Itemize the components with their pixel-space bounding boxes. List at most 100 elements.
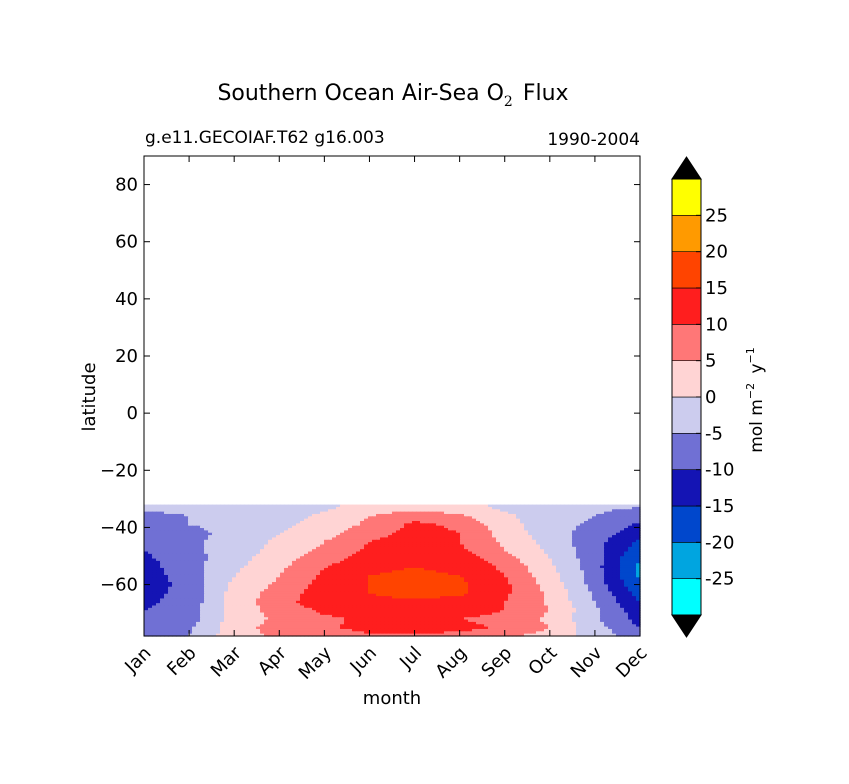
contour-cell	[556, 553, 561, 557]
contour-cell	[172, 558, 177, 562]
contour-cell	[200, 530, 205, 534]
contour-cell	[432, 528, 437, 531]
contour-cell	[612, 572, 617, 576]
contour-cell	[568, 584, 573, 588]
contour-cell	[196, 518, 201, 522]
contour-cell	[372, 596, 377, 600]
contour-cell	[456, 593, 461, 597]
contour-cell	[240, 570, 245, 574]
contour-cell	[628, 567, 633, 571]
contour-cell	[164, 518, 169, 522]
contour-cell	[428, 546, 433, 550]
contour-cell	[604, 506, 609, 510]
contour-cell	[280, 579, 285, 583]
contour-cell	[608, 525, 613, 529]
contour-cell	[268, 516, 273, 520]
contour-cell	[436, 539, 441, 543]
contour-cell	[176, 593, 181, 597]
contour-cell	[388, 544, 393, 548]
contour-cell	[592, 572, 597, 576]
contour-cell	[456, 518, 461, 522]
contour-cell	[584, 523, 589, 527]
contour-cell	[272, 521, 277, 524]
contour-cell	[252, 589, 257, 593]
contour-cell	[500, 518, 505, 522]
contour-cell	[548, 542, 553, 546]
contour-cell	[268, 544, 273, 548]
contour-cell	[212, 586, 217, 590]
contour-cell	[316, 577, 321, 581]
contour-cell	[292, 513, 297, 517]
contour-cell	[616, 506, 621, 510]
contour-cell	[452, 525, 457, 529]
contour-cell	[456, 525, 461, 529]
contour-cell	[228, 539, 233, 543]
contour-cell	[552, 535, 557, 539]
contour-cell	[228, 511, 233, 515]
contour-cell	[488, 544, 493, 548]
contour-cell	[548, 567, 553, 571]
contour-cell	[372, 511, 377, 515]
contour-cell	[604, 504, 609, 508]
contour-cell	[628, 574, 633, 578]
contour-cell	[448, 582, 453, 585]
contour-cell	[492, 553, 497, 557]
contour-cell	[356, 532, 361, 536]
contour-cell	[376, 586, 381, 590]
contour-cell	[212, 558, 217, 562]
contour-cell	[416, 570, 421, 574]
contour-cell	[160, 516, 165, 520]
contour-cell	[260, 582, 265, 585]
contour-cell	[196, 537, 201, 541]
contour-cell	[432, 567, 437, 571]
contour-cell	[356, 518, 361, 522]
contour-cell	[164, 511, 169, 515]
contour-cell	[164, 572, 169, 576]
contour-cell	[576, 542, 581, 546]
contour-cell	[208, 560, 213, 564]
contour-cell	[172, 528, 177, 531]
contour-cell	[280, 570, 285, 574]
contour-cell	[180, 516, 185, 520]
contour-cell	[452, 509, 457, 513]
contour-cell	[492, 586, 497, 590]
contour-cell	[192, 530, 197, 534]
contour-cell	[480, 530, 485, 534]
contour-cell	[396, 560, 401, 564]
contour-cell	[244, 582, 249, 585]
contour-cell	[588, 511, 593, 515]
contour-cell	[584, 525, 589, 529]
contour-cell	[564, 567, 569, 571]
contour-cell	[388, 537, 393, 541]
contour-cell	[220, 549, 225, 553]
contour-cell	[380, 518, 385, 522]
contour-cell	[284, 506, 289, 510]
contour-cell	[508, 537, 513, 541]
contour-cell	[156, 584, 161, 588]
contour-cell	[588, 572, 593, 576]
contour-cell	[380, 593, 385, 597]
contour-cell	[356, 577, 361, 581]
contour-cell	[236, 582, 241, 585]
contour-cell	[276, 518, 281, 522]
contour-cell	[280, 518, 285, 522]
contour-cell	[524, 506, 529, 510]
contour-cell	[516, 523, 521, 527]
contour-cell	[500, 542, 505, 546]
contour-cell	[152, 582, 157, 585]
contour-cell	[420, 504, 425, 508]
contour-cell	[608, 532, 613, 536]
contour-cell	[392, 549, 397, 553]
contour-cell	[608, 572, 613, 576]
contour-cell	[280, 563, 285, 567]
contour-cell	[180, 574, 185, 578]
contour-cell	[152, 516, 157, 520]
contour-cell	[596, 591, 601, 595]
contour-cell	[300, 556, 305, 560]
contour-cell	[220, 525, 225, 529]
contour-cell	[224, 560, 229, 564]
contour-cell	[556, 591, 561, 595]
contour-cell	[172, 511, 177, 515]
contour-cell	[536, 563, 541, 567]
contour-cell	[636, 544, 641, 548]
